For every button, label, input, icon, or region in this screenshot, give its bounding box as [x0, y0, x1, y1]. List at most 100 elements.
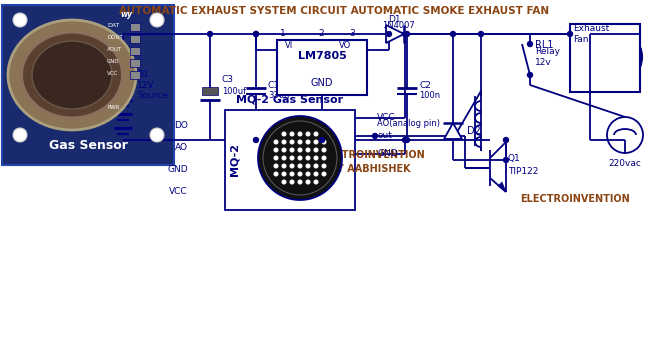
Circle shape	[298, 164, 302, 168]
Bar	[277, 40, 367, 95]
Circle shape	[504, 138, 508, 142]
Circle shape	[298, 172, 302, 176]
Circle shape	[290, 140, 294, 144]
Circle shape	[274, 172, 278, 176]
Text: 1: 1	[280, 29, 286, 38]
Circle shape	[528, 72, 532, 77]
Text: C1: C1	[268, 82, 280, 91]
Text: GND: GND	[107, 59, 120, 64]
Circle shape	[322, 172, 326, 176]
Text: GND: GND	[377, 149, 397, 159]
Bar	[130, 23, 140, 31]
Circle shape	[290, 156, 294, 160]
Circle shape	[403, 32, 407, 36]
Text: C3: C3	[222, 76, 234, 84]
Text: AO(analog pin): AO(analog pin)	[377, 119, 440, 128]
Circle shape	[306, 132, 310, 136]
Text: Gas Sensor: Gas Sensor	[49, 139, 128, 152]
Circle shape	[253, 32, 259, 36]
Circle shape	[450, 32, 456, 36]
Circle shape	[274, 140, 278, 144]
Circle shape	[290, 132, 294, 136]
Text: C2: C2	[419, 82, 431, 91]
Text: 2: 2	[318, 29, 323, 38]
Text: VCC: VCC	[377, 113, 395, 122]
Bar	[2, 5, 174, 165]
Ellipse shape	[22, 33, 122, 118]
Bar	[130, 71, 140, 79]
Circle shape	[298, 156, 302, 160]
Circle shape	[290, 172, 294, 176]
Circle shape	[208, 32, 212, 36]
Circle shape	[282, 172, 286, 176]
Circle shape	[319, 138, 325, 142]
Circle shape	[150, 13, 164, 27]
Polygon shape	[498, 182, 506, 192]
Text: GND: GND	[168, 164, 188, 174]
Text: D1: D1	[387, 15, 400, 24]
Circle shape	[290, 180, 294, 184]
Ellipse shape	[616, 44, 629, 56]
Circle shape	[282, 148, 286, 152]
Text: wy: wy	[120, 10, 132, 19]
Text: VO: VO	[339, 41, 351, 49]
Circle shape	[504, 158, 508, 162]
Text: 100uf: 100uf	[222, 88, 246, 97]
Text: 220vac: 220vac	[609, 159, 641, 168]
Circle shape	[322, 148, 326, 152]
Text: ELECTROINVENTION: ELECTROINVENTION	[520, 194, 630, 204]
Circle shape	[282, 156, 286, 160]
Ellipse shape	[8, 20, 136, 130]
Text: out: out	[377, 132, 392, 140]
Circle shape	[478, 32, 484, 36]
Text: Relay
12v: Relay 12v	[535, 47, 560, 67]
Circle shape	[298, 132, 302, 136]
Circle shape	[282, 180, 286, 184]
Circle shape	[405, 32, 409, 36]
Text: VCC: VCC	[170, 187, 188, 196]
Circle shape	[274, 148, 278, 152]
Text: AUTOMATIC EXHAUST SYSTEM CIRCUIT AUTOMATIC SMOKE EXHAUST FAN: AUTOMATIC EXHAUST SYSTEM CIRCUIT AUTOMAT…	[119, 6, 549, 16]
Circle shape	[306, 140, 310, 144]
Circle shape	[314, 172, 318, 176]
Circle shape	[298, 140, 302, 144]
Text: LM7805: LM7805	[298, 51, 347, 61]
Bar	[225, 110, 355, 210]
Circle shape	[282, 132, 286, 136]
Ellipse shape	[32, 41, 112, 109]
Text: 3: 3	[349, 29, 355, 38]
Text: DO: DO	[174, 120, 188, 130]
Text: ELECTROINVENTION
BY AABHISHEK: ELECTROINVENTION BY AABHISHEK	[315, 150, 425, 174]
Circle shape	[373, 133, 377, 139]
Text: TIP122: TIP122	[508, 167, 538, 175]
Text: RL1: RL1	[535, 40, 554, 50]
Circle shape	[322, 140, 326, 144]
Circle shape	[306, 172, 310, 176]
Bar	[130, 59, 140, 67]
Circle shape	[405, 138, 409, 142]
Circle shape	[528, 42, 532, 47]
Circle shape	[314, 156, 318, 160]
Circle shape	[290, 164, 294, 168]
Circle shape	[253, 138, 259, 142]
Text: 330n: 330n	[268, 91, 289, 100]
Circle shape	[282, 164, 286, 168]
Circle shape	[314, 164, 318, 168]
Polygon shape	[444, 123, 462, 139]
Circle shape	[314, 148, 318, 152]
Text: DOUT: DOUT	[107, 35, 123, 40]
Circle shape	[306, 148, 310, 152]
Polygon shape	[386, 25, 404, 43]
Ellipse shape	[602, 44, 615, 56]
Circle shape	[274, 156, 278, 160]
Circle shape	[253, 32, 259, 36]
Text: MQ-2 Gas Sensor: MQ-2 Gas Sensor	[236, 95, 343, 105]
Bar	[202, 87, 218, 95]
Circle shape	[150, 128, 164, 142]
Text: AO: AO	[175, 142, 188, 152]
Text: PWR: PWR	[107, 105, 120, 110]
Circle shape	[322, 164, 326, 168]
Text: DAT: DAT	[107, 23, 120, 28]
Circle shape	[290, 148, 294, 152]
Text: B1
12V
Source: B1 12V Source	[137, 70, 168, 100]
